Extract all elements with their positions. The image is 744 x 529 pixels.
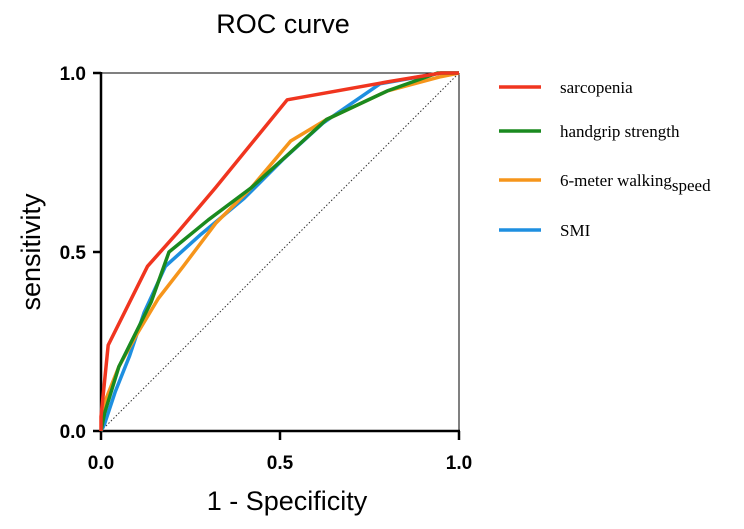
x-tick-label: 0.5 (267, 453, 294, 474)
y-tick-label: 0.5 (60, 243, 87, 264)
chart-title: ROC curve (216, 9, 350, 39)
y-ticks: 1.0 0.5 0.0 (60, 64, 101, 443)
y-tick-label: 0.0 (60, 422, 86, 443)
legend-label-smi: SMI (560, 221, 591, 240)
legend: sarcopenia handgrip strength 6-meter wal… (499, 78, 711, 240)
y-tick-label: 1.0 (60, 64, 86, 85)
reference-diagonal (100, 72, 460, 432)
legend-label-sarcopenia: sarcopenia (560, 78, 633, 97)
series-line-sarcopenia (99, 71, 459, 431)
series-layer (99, 71, 460, 432)
legend-label-handgrip-strength: handgrip strength (560, 122, 680, 141)
series-line-handgrip-strength (99, 71, 459, 432)
x-tick-label: 1.0 (446, 453, 472, 474)
x-ticks: 0.0 0.5 1.0 (88, 431, 472, 474)
legend-label-walking-speed: 6-meter walkingspeed (560, 171, 711, 195)
x-axis-label: 1 - Specificity (207, 486, 368, 516)
x-tick-label: 0.0 (88, 453, 114, 474)
y-axis-label: sensitivity (16, 193, 46, 311)
